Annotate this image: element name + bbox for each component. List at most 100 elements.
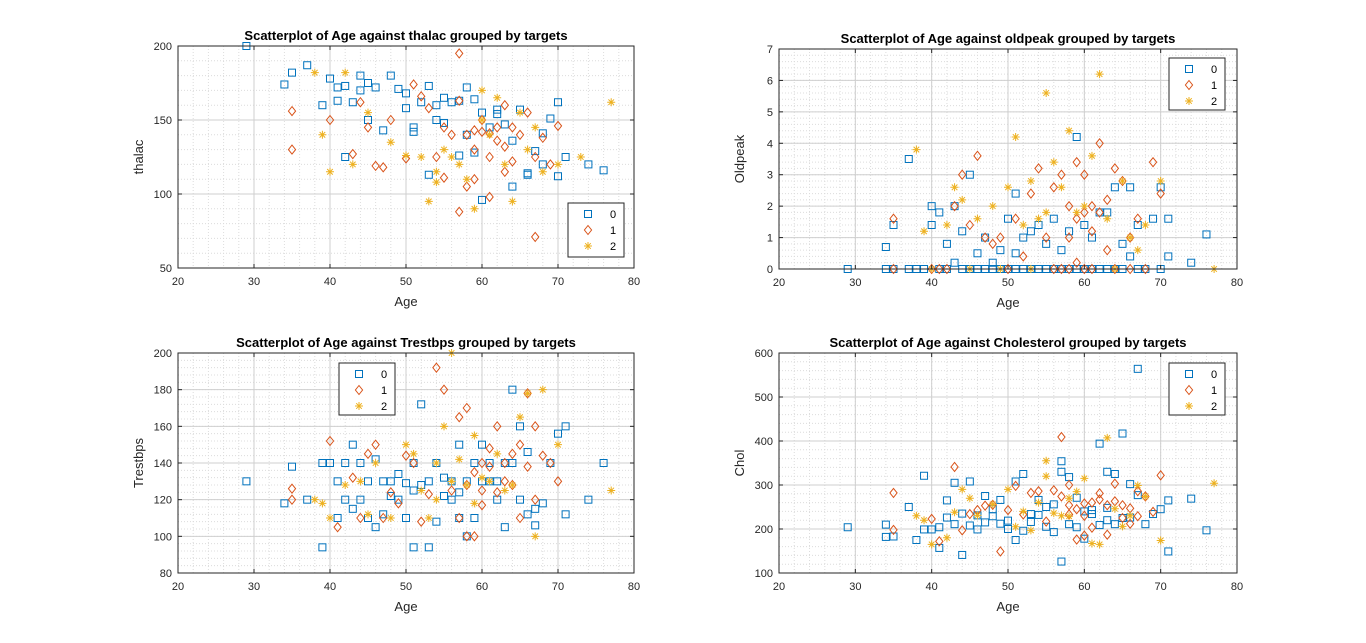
data-point-2: [912, 145, 921, 154]
x-tick-label: 70: [1155, 277, 1167, 289]
data-point-1: [447, 129, 456, 141]
data-point-1: [530, 231, 540, 243]
data-point-0: [379, 510, 388, 519]
data-point-2: [402, 440, 410, 449]
x-axis-label: Age: [996, 599, 1019, 614]
legend: 0 1 2: [567, 202, 625, 258]
data-point-0: [1080, 534, 1089, 543]
data-point-0: [432, 101, 441, 110]
y-tick-label: 500: [755, 392, 773, 404]
data-point-2: [1065, 512, 1074, 521]
data-point-1: [546, 159, 555, 170]
data-point-1: [1041, 232, 1051, 243]
data-point-0: [1011, 189, 1020, 198]
data-point-0: [1202, 230, 1211, 239]
data-point-1: [530, 151, 540, 163]
data-point-1: [889, 524, 898, 536]
data-point-1: [1102, 529, 1112, 541]
data-point-2: [531, 123, 540, 132]
data-point-2: [1042, 208, 1051, 217]
grid: [778, 48, 1238, 270]
data-point-1: [477, 485, 487, 496]
data-point-2: [318, 499, 327, 508]
data-point-2: [424, 197, 433, 206]
legend-marker-1: [1184, 79, 1194, 91]
data-point-0: [554, 429, 562, 438]
data-point-1: [1072, 156, 1081, 168]
data-point-2: [942, 533, 951, 542]
data-point-2: [920, 516, 929, 525]
data-point-0: [1049, 214, 1058, 223]
legend: 0 1 2: [1168, 362, 1226, 416]
data-point-0: [981, 492, 990, 500]
data-point-0: [981, 518, 990, 527]
legend-box: [1168, 57, 1226, 111]
data-point-2: [607, 98, 616, 107]
data-point-0: [333, 96, 342, 105]
data-point-2: [988, 202, 997, 211]
data-point-0: [996, 495, 1005, 504]
data-point-1: [470, 173, 479, 185]
data-point-1: [1026, 188, 1036, 199]
data-point-2: [1049, 158, 1058, 167]
data-point-0: [561, 153, 570, 161]
data-point-1: [1003, 263, 1013, 275]
data-point-2: [432, 167, 441, 176]
data-point-0: [1057, 457, 1066, 466]
subplot-4: 20 30 40 50 60 70 80100200300400500600Scatterp…: [732, 335, 1243, 614]
data-point-2: [462, 175, 471, 184]
data-point-1: [1011, 480, 1020, 492]
data-point-1: [973, 150, 982, 162]
data-point-1: [523, 388, 532, 399]
chart-title: Scatterplot of Age against oldpeak group…: [841, 31, 1176, 46]
x-tick-label: 60: [476, 276, 488, 288]
data-point-1: [935, 536, 944, 547]
data-point-1: [462, 181, 472, 192]
data-point-2: [341, 481, 350, 489]
data-point-1: [927, 513, 936, 525]
data-point-1: [988, 238, 997, 250]
data-point-2: [1118, 177, 1127, 185]
data-point-2: [326, 514, 334, 522]
data-point-1: [1110, 263, 1120, 275]
data-point-0: [904, 503, 913, 511]
x-tick-label: 70: [1155, 581, 1167, 593]
data-point-1: [1019, 509, 1028, 520]
data-point-0: [508, 136, 517, 145]
data-point-2: [607, 486, 616, 495]
data-point-0: [440, 473, 448, 482]
data-point-2: [478, 86, 486, 95]
y-axis-label: Trestbps: [131, 437, 146, 488]
data-point-2: [326, 167, 334, 176]
data-point-0: [531, 147, 540, 156]
data-point-0: [1042, 522, 1051, 531]
data-point-0: [1072, 133, 1081, 141]
data-point-0: [554, 98, 562, 107]
data-point-1: [1072, 257, 1081, 269]
data-point-0: [386, 492, 395, 500]
data-point-0: [546, 114, 555, 123]
data-point-2: [1133, 481, 1142, 490]
data-point-0: [1095, 439, 1104, 448]
data-point-1: [1087, 497, 1097, 508]
legend-label: 0: [381, 369, 387, 381]
data-point-0: [462, 83, 471, 92]
data-point-1: [287, 144, 297, 155]
data-point-1: [553, 120, 563, 132]
data-point-0: [409, 543, 418, 552]
legend-marker-0: [1185, 65, 1193, 73]
data-point-1: [1064, 263, 1074, 275]
data-point-2: [973, 511, 982, 520]
x-tick-label: 70: [552, 581, 564, 593]
data-point-2: [455, 160, 464, 169]
data-point-2: [1141, 492, 1150, 501]
data-point-1: [1087, 200, 1097, 212]
data-point-0: [1103, 516, 1112, 525]
data-point-1: [889, 213, 898, 225]
data-point-2: [942, 221, 951, 229]
data-point-2: [386, 138, 395, 147]
data-point-2: [1004, 183, 1012, 192]
y-tick-label: 4: [767, 138, 773, 150]
data-point-0: [950, 478, 959, 487]
data-point-0: [364, 477, 372, 486]
